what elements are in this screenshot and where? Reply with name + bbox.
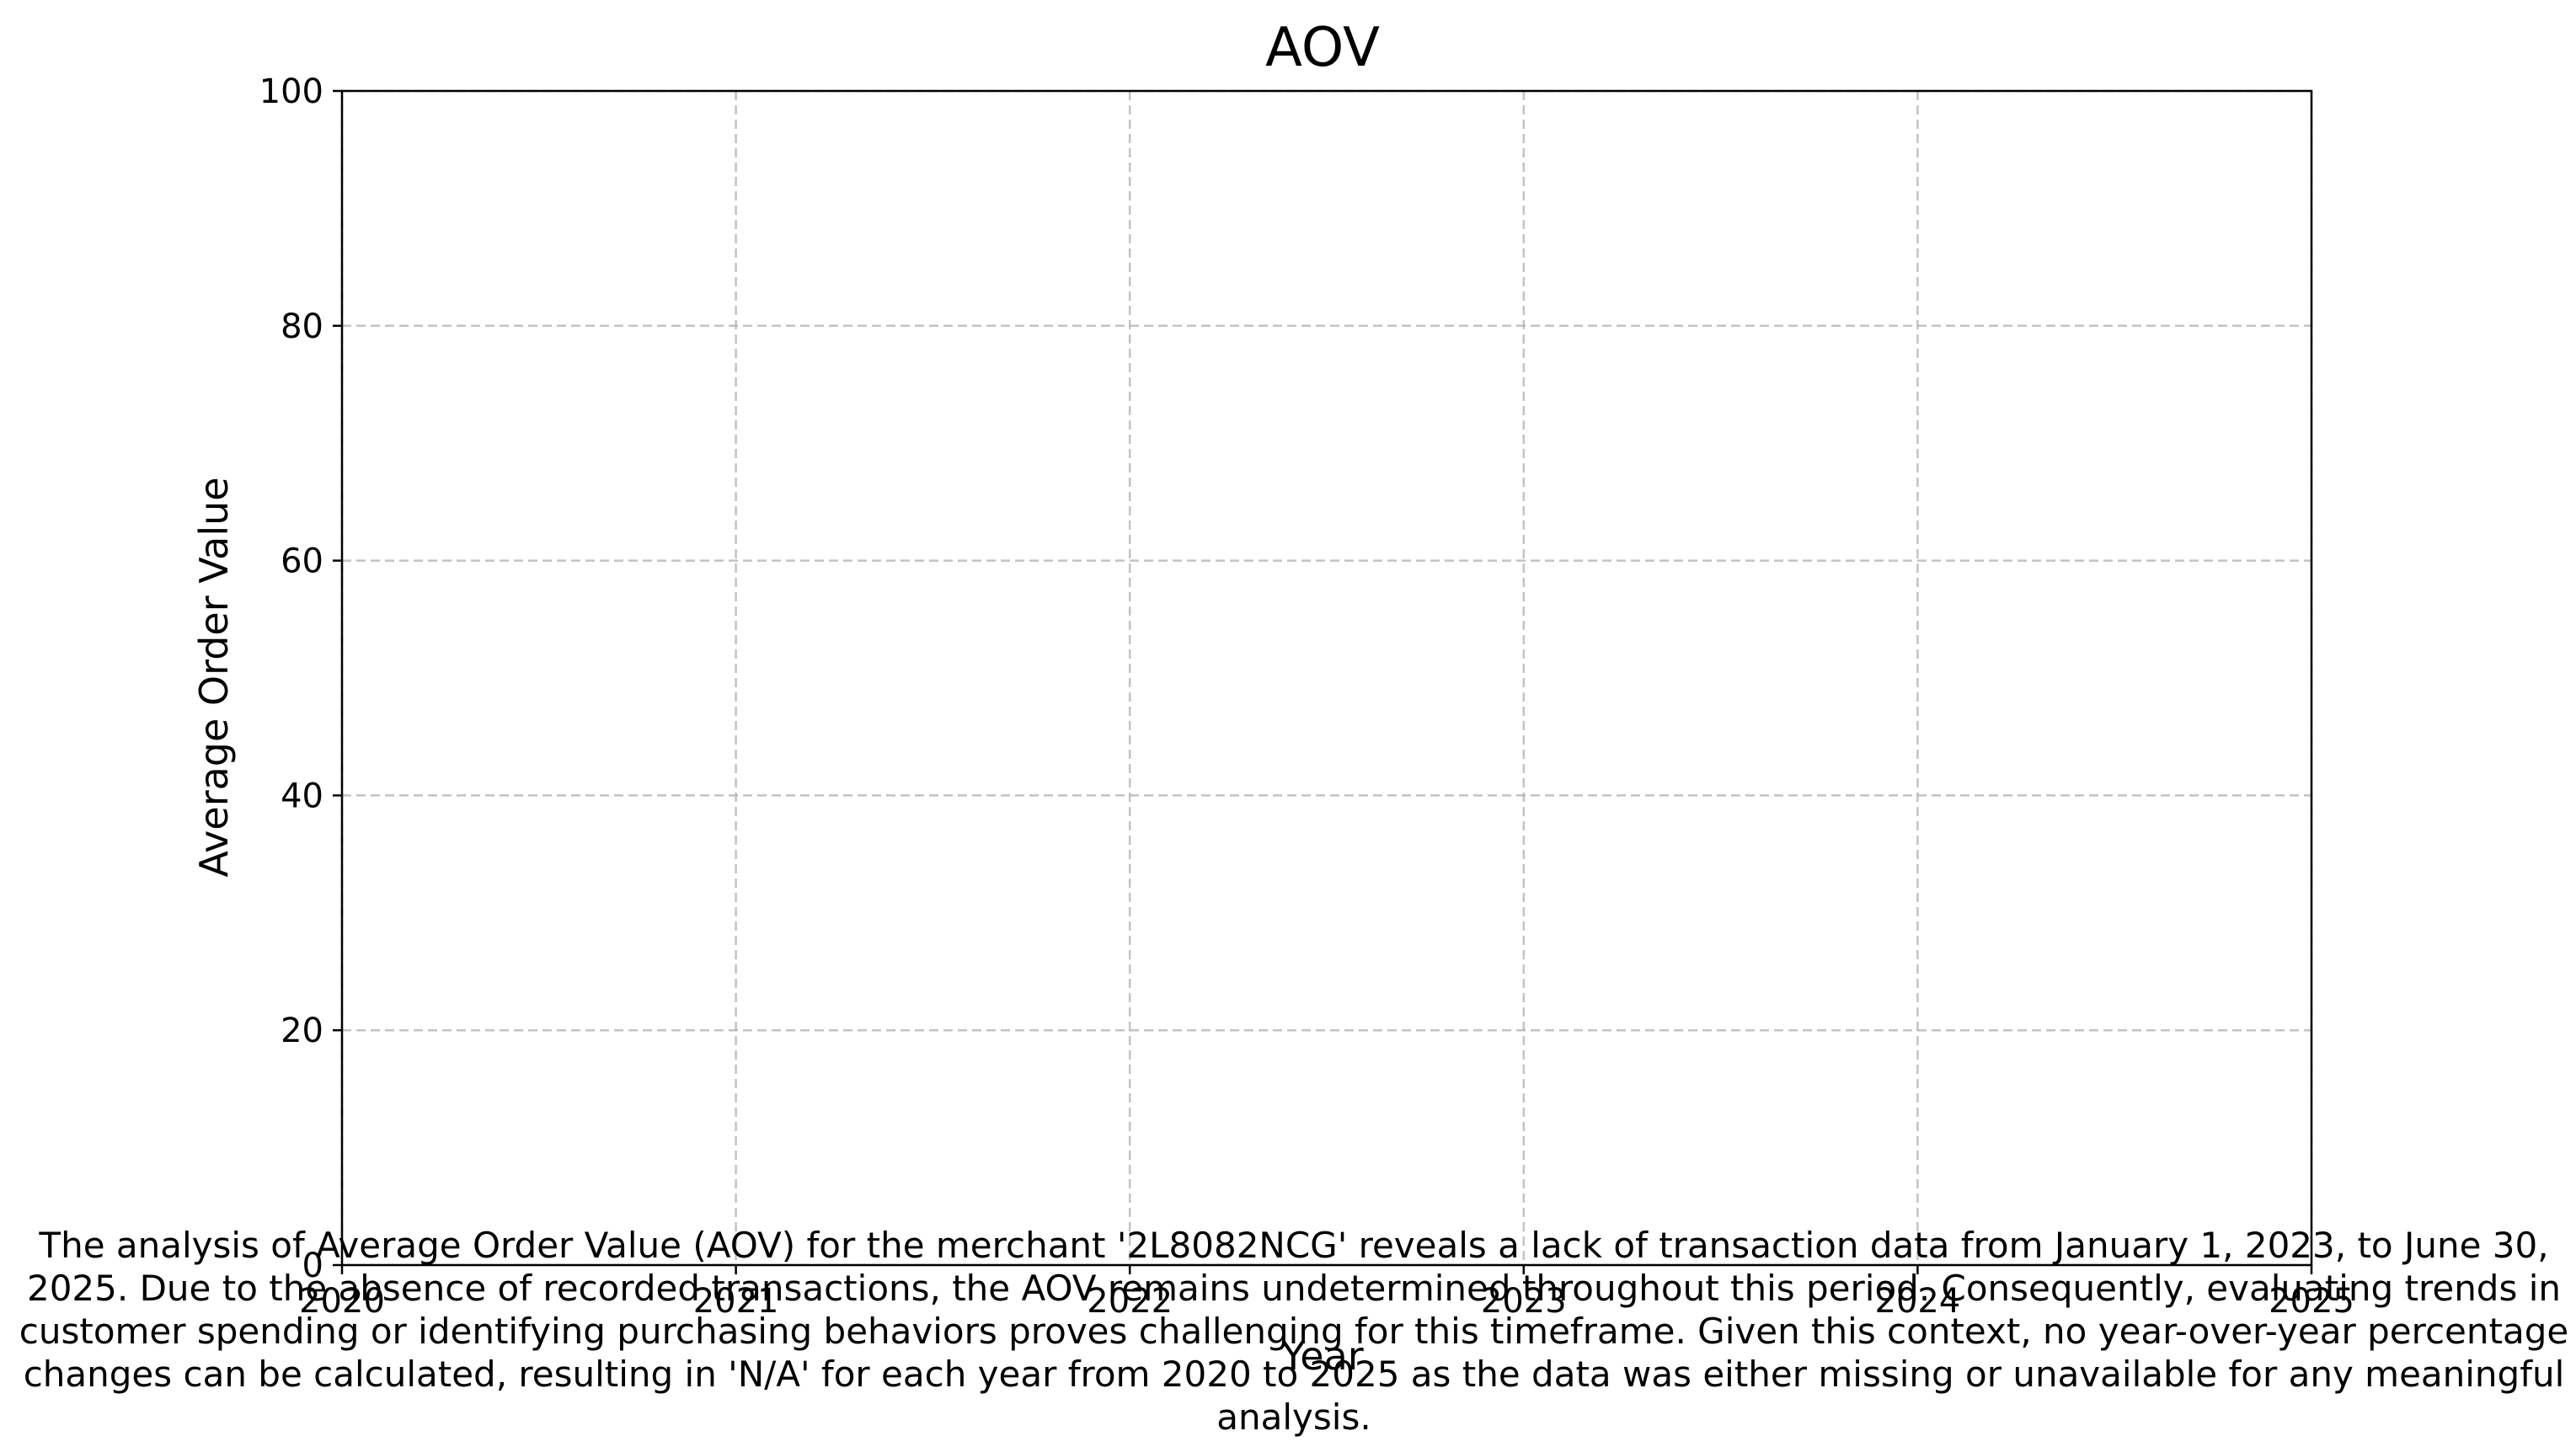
chart-title: AOV bbox=[1265, 17, 1380, 79]
y-tick-label: 40 bbox=[281, 777, 323, 815]
y-tick-label: 100 bbox=[259, 72, 323, 111]
caption-line: changes can be calculated, resulting in … bbox=[24, 1354, 2565, 1395]
y-tick-label: 80 bbox=[281, 307, 323, 346]
x-tick-label: 2025 bbox=[2269, 1282, 2354, 1321]
caption-line: analysis. bbox=[1216, 1396, 1371, 1438]
ticks: 2020 2021 2022 2023 2024 2025 0 20 40 60 80 100 bbox=[259, 72, 2354, 1321]
x-tick-label: 2021 bbox=[693, 1282, 779, 1321]
x-tick-label: 2023 bbox=[1481, 1282, 1567, 1321]
y-axis-label: Average Order Value bbox=[191, 477, 237, 877]
y-tick-label: 0 bbox=[302, 1247, 323, 1285]
caption: The analysis of Average Order Value (AOV… bbox=[19, 1225, 2568, 1438]
x-tick-label: 2020 bbox=[299, 1282, 385, 1321]
x-axis-label: Year bbox=[1280, 1333, 1363, 1379]
caption-line: 2025. Due to the absence of recorded tra… bbox=[27, 1268, 2561, 1309]
y-tick-label: 60 bbox=[281, 542, 323, 581]
caption-line: customer spending or identifying purchas… bbox=[19, 1311, 2568, 1352]
x-tick-label: 2022 bbox=[1087, 1282, 1173, 1321]
plot-frame bbox=[340, 89, 2313, 1267]
x-tick-label: 2024 bbox=[1875, 1282, 1961, 1321]
caption-line: The analysis of Average Order Value (AOV… bbox=[38, 1225, 2548, 1266]
y-tick-label: 20 bbox=[281, 1012, 323, 1050]
